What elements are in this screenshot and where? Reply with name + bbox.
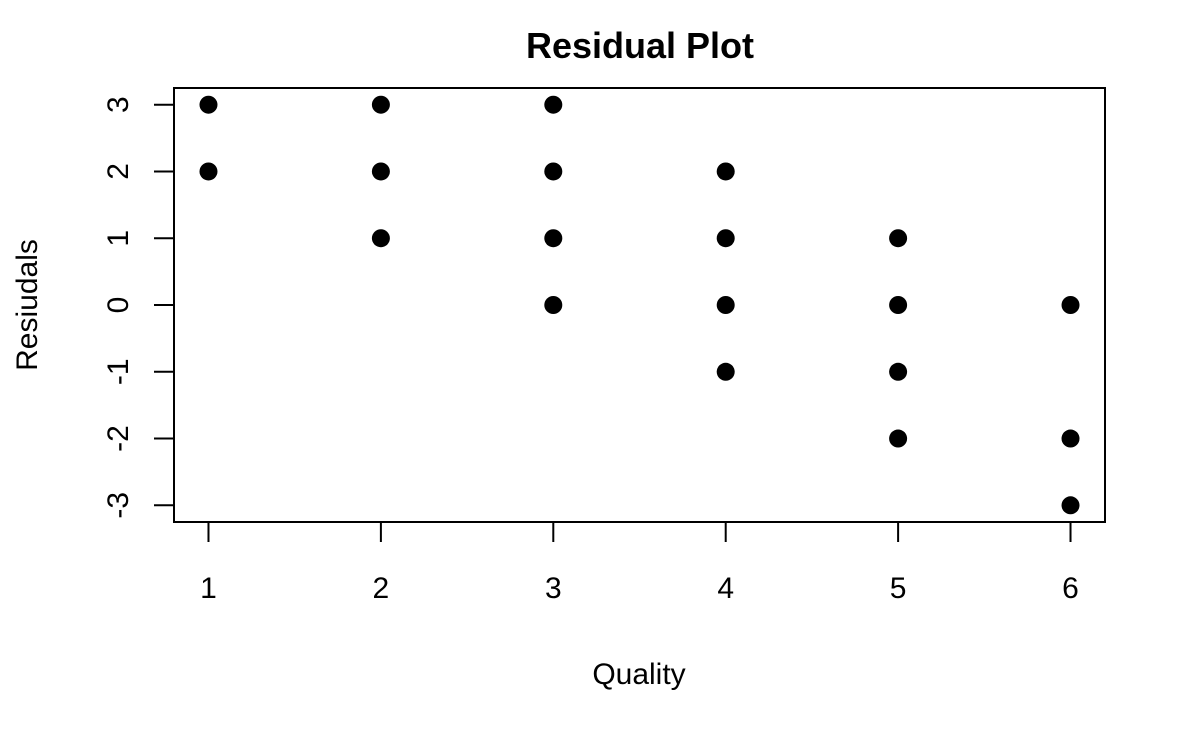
y-tick-label: -2 — [102, 425, 135, 452]
data-points — [199, 95, 1080, 515]
data-point — [544, 162, 563, 181]
x-tick-label: 5 — [890, 572, 907, 605]
data-point — [716, 362, 735, 381]
y-tick-label: 0 — [102, 297, 135, 314]
x-tick-label: 6 — [1062, 572, 1079, 605]
chart-title: Residual Plot — [526, 25, 754, 66]
x-tick-label: 1 — [200, 572, 217, 605]
data-point — [1061, 496, 1080, 515]
y-axis-label: Resiudals — [11, 239, 44, 371]
data-point — [371, 95, 390, 114]
data-point — [199, 95, 218, 114]
data-point — [889, 429, 908, 448]
y-tick-label: 2 — [102, 163, 135, 180]
data-point — [371, 162, 390, 181]
x-tick-label: 4 — [717, 572, 734, 605]
x-axis-label: Quality — [592, 658, 685, 691]
y-tick-label: 1 — [102, 230, 135, 247]
x-axis: 1 2 3 4 5 6 — [200, 521, 1079, 605]
x-tick-label: 3 — [545, 572, 562, 605]
data-point — [716, 162, 735, 181]
data-point — [544, 95, 563, 114]
data-point — [199, 162, 218, 181]
data-point — [716, 296, 735, 314]
y-axis: -3 -2 -1 0 1 2 3 — [102, 96, 175, 519]
y-tick-label: 3 — [102, 96, 135, 113]
data-point — [716, 229, 735, 248]
y-tick-label: -3 — [102, 492, 135, 519]
data-point — [1061, 296, 1080, 314]
data-point — [889, 296, 908, 314]
data-point — [371, 229, 390, 248]
data-point — [1061, 429, 1080, 448]
plot-frame — [173, 87, 1106, 523]
data-point — [544, 296, 563, 314]
data-point — [544, 229, 563, 248]
y-tick-label: -1 — [102, 358, 135, 385]
data-point — [889, 229, 908, 248]
x-tick-label: 2 — [373, 572, 390, 605]
data-point — [889, 362, 908, 381]
